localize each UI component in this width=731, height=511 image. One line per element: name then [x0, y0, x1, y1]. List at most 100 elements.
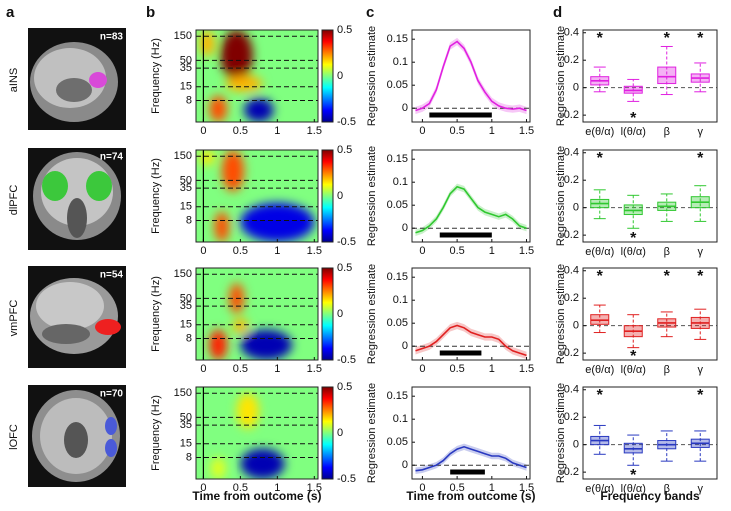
panel-label: c [366, 4, 374, 21]
y-tick-label: 0.4 [564, 147, 579, 159]
y-tick-label: 35 [180, 182, 192, 194]
y-tick-label: 0.15 [387, 33, 408, 45]
sem-band [415, 183, 527, 237]
y-tick-label: 0.15 [387, 271, 408, 283]
x-axis-label: Frequency bands [600, 489, 700, 503]
category-label: e(θ/α) [585, 246, 614, 258]
sem-band [415, 321, 527, 360]
axes-frame [195, 267, 319, 361]
y-tick-label: 0 [402, 102, 408, 114]
region-label: aINS [8, 68, 20, 92]
n-label: n=70 [100, 389, 124, 400]
x-tick-label: 1 [274, 482, 280, 494]
significance-star: * [697, 387, 704, 404]
axes-frame [195, 386, 319, 480]
y-tick-label: 150 [174, 387, 192, 399]
colorbar-tick-label: 0 [337, 427, 343, 439]
x-tick-label: 0 [419, 245, 425, 257]
significance-star: * [697, 268, 704, 285]
y-tick-label: 0 [402, 340, 408, 352]
y-tick-label: 0 [573, 202, 579, 214]
axes-frame [582, 149, 718, 243]
colorbar-tick-label: -0.5 [337, 236, 356, 248]
tf-blur [199, 30, 274, 122]
x-tick-label: 0.5 [233, 125, 248, 137]
y-axis-label: Frequency (Hz) [150, 395, 162, 471]
tf-blobs [199, 150, 315, 242]
y-tick-label: 150 [174, 268, 192, 280]
y-tick-label: 15 [180, 438, 192, 450]
significance-star: * [697, 30, 704, 47]
axes-frame [411, 267, 531, 361]
y-tick-label: 0.1 [393, 176, 408, 188]
x-tick-label: 1 [489, 482, 495, 494]
y-axis-label: Regression estimate [555, 383, 567, 483]
category-label: β [664, 364, 670, 376]
category-label: γ [698, 483, 704, 495]
category-label: γ [698, 126, 704, 138]
y-tick-label: -0.2 [560, 347, 579, 359]
colorbar-tick-label: 0 [337, 308, 343, 320]
y-tick-label: 0.15 [387, 153, 408, 165]
y-tick-label: 0.05 [387, 199, 408, 211]
x-tick-label: 0.5 [449, 125, 464, 137]
x-tick-label: 0 [419, 482, 425, 494]
x-axis-label: Time from outcome (s) [192, 489, 321, 503]
axes-frame [411, 29, 531, 123]
region-label: vmPFC [8, 300, 20, 337]
y-tick-label: 0.2 [564, 292, 579, 304]
tf-blob [236, 393, 259, 429]
region-label: lOFC [8, 424, 20, 450]
x-tick-label: 1 [489, 125, 495, 137]
significance-star: * [697, 150, 704, 167]
x-tick-label: 1.5 [307, 245, 322, 257]
curve [415, 445, 527, 472]
significance-star: * [664, 268, 671, 285]
y-tick-label: 35 [180, 62, 192, 74]
brain-image [28, 266, 126, 368]
y-tick-label: 0.05 [387, 79, 408, 91]
category-label: β [664, 246, 670, 258]
x-tick-label: 1 [489, 363, 495, 375]
y-tick-label: 150 [174, 150, 192, 162]
panel-label: a [6, 4, 15, 21]
y-tick-label: 0.05 [387, 436, 408, 448]
y-tick-label: 0.05 [387, 317, 408, 329]
tf-blob [220, 30, 253, 81]
significance-star: * [597, 268, 604, 285]
colorbar-tick-label: 0.5 [337, 262, 352, 274]
x-tick-label: 1.5 [519, 245, 534, 257]
x-tick-label: 0.5 [233, 363, 248, 375]
category-label: γ [698, 246, 704, 258]
y-tick-label: 50 [180, 54, 192, 66]
y-tick-label: 0 [573, 439, 579, 451]
significance-star: * [630, 467, 637, 484]
y-tick-label: 15 [180, 81, 192, 93]
axes-frame [411, 386, 531, 480]
y-tick-label: 0.4 [564, 384, 579, 396]
curve [415, 40, 527, 112]
axes-frame [582, 267, 718, 361]
y-axis-label: Regression estimate [555, 26, 567, 126]
panel-label: d [553, 4, 562, 21]
x-tick-label: 0 [419, 363, 425, 375]
colorbar-tick-label: 0.5 [337, 381, 352, 393]
box [657, 66, 677, 85]
tf-blur [210, 393, 285, 479]
category-label: l(θ/α) [621, 246, 646, 258]
tf-blob [209, 95, 228, 122]
tf-blob [240, 329, 293, 360]
x-tick-label: 1 [274, 245, 280, 257]
colorbar [321, 267, 334, 361]
y-tick-label: 150 [174, 30, 192, 42]
x-tick-label: 0.5 [449, 245, 464, 257]
y-tick-label: 8 [186, 94, 192, 106]
colorbar [321, 29, 334, 123]
x-tick-label: 1.5 [307, 125, 322, 137]
y-tick-label: 50 [180, 174, 192, 186]
y-axis-label: Regression estimate [366, 146, 378, 246]
significance-star: * [630, 230, 637, 247]
x-tick-label: 1.5 [519, 125, 534, 137]
n-label: n=54 [100, 270, 124, 281]
